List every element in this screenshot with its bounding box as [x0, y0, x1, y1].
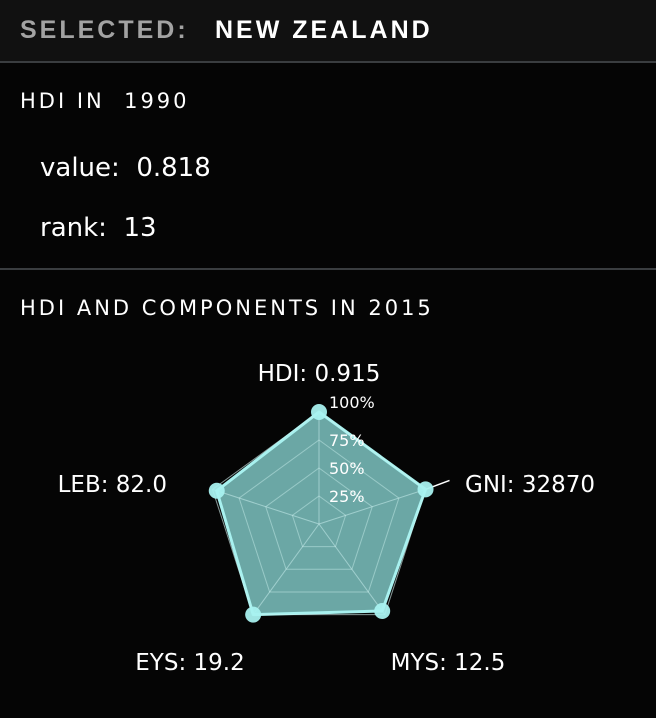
selected-country-name: NEW ZEALAND [215, 16, 433, 44]
radar-data-point[interactable] [417, 481, 434, 498]
hdi-1990-title: HDI IN 1990 [20, 89, 190, 113]
radar-grid-overlay [291, 495, 347, 548]
hdi-1990-value-row: value: 0.818 [40, 153, 211, 183]
radar-axis-labels: HDI: 0.915 GNI: 32870 MYS: 12.5 EYS: 19.2 LE… [58, 361, 595, 676]
radar-axis-label: GNI: 32870 [465, 472, 595, 498]
radar-spoke-overlay [212, 488, 320, 525]
radar-grid-overlay [265, 467, 373, 570]
hdi-1990-rank: 13 [123, 213, 157, 243]
radar-data-point[interactable] [311, 404, 327, 420]
components-2015-title: HDI AND COMPONENTS IN 2015 [20, 296, 434, 320]
radar-grid-overlay [211, 411, 427, 616]
radar-level-labels: 100% 75% 50% 25% [329, 393, 375, 506]
radar-points-group[interactable] [208, 404, 434, 623]
hdi-1990-value-label: value: [40, 153, 120, 183]
hdi-1990-value: 0.818 [136, 153, 211, 183]
selected-label: SELECTED: [20, 16, 189, 44]
radar-axis-label: LEB: 82.0 [58, 472, 167, 498]
selected-country-header: SELECTED: NEW ZEALAND [0, 0, 656, 63]
radar-level-label: 50% [329, 459, 365, 478]
radar-spoke-overlay [318, 523, 386, 615]
radar-data-point[interactable] [208, 482, 225, 499]
radar-area-group [211, 410, 428, 617]
radar-grid-overlay [238, 439, 400, 593]
radar-level-label: 75% [329, 431, 365, 450]
radar-data-point[interactable] [374, 602, 391, 619]
radar-level-label: 25% [329, 487, 365, 506]
radar-level-label: 100% [329, 393, 375, 412]
radar-spoke-overlay [318, 488, 426, 525]
radar-data-area [215, 410, 428, 617]
radar-spoke-overlay [252, 523, 320, 615]
radar-data-point[interactable] [245, 606, 262, 623]
hdi-1990-rank-label: rank: [40, 213, 107, 243]
radar-axis-label: EYS: 19.2 [135, 650, 244, 676]
hdi-1990-rank-row: rank: 13 [40, 213, 157, 243]
radar-axis-label: MYS: 12.5 [391, 650, 506, 676]
section-divider [0, 268, 656, 270]
radar-axis-label: HDI: 0.915 [258, 361, 381, 387]
